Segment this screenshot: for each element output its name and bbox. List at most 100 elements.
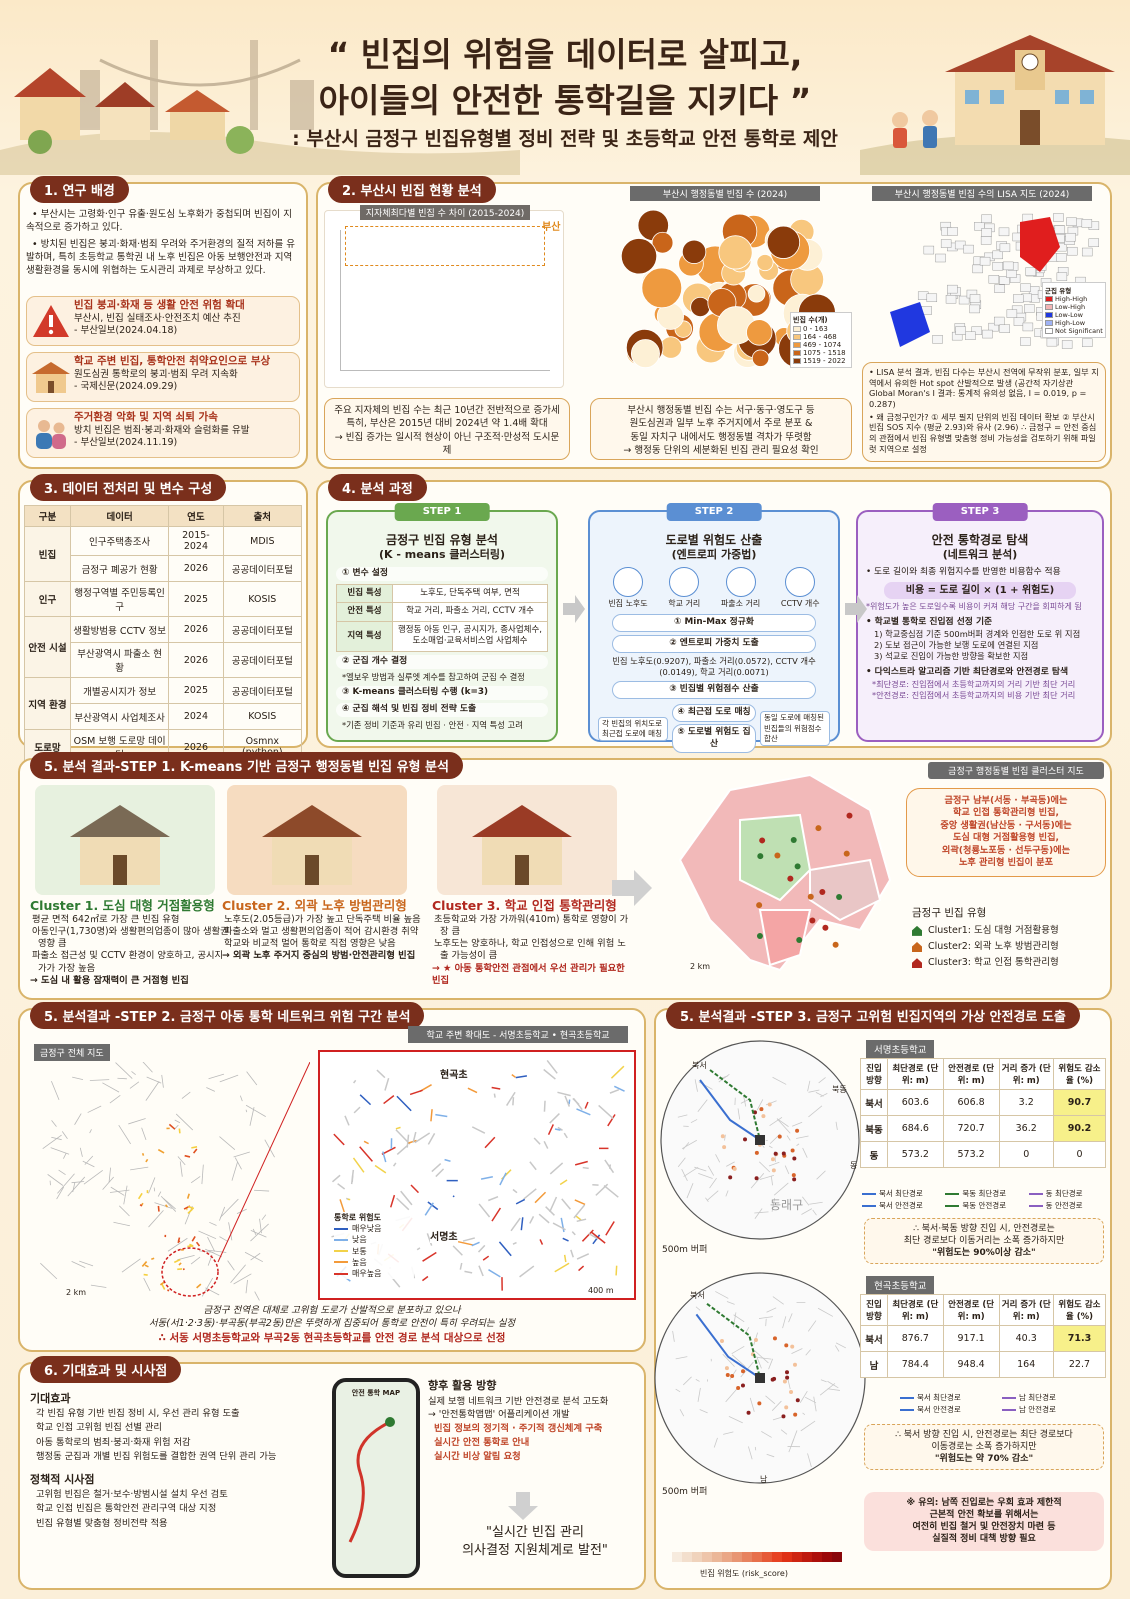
- road-segment: [396, 1197, 410, 1211]
- road: [675, 1388, 681, 1393]
- road: [724, 1134, 726, 1141]
- district-shape: [641, 267, 683, 309]
- colorbar-step: [722, 1552, 732, 1562]
- conclusion-line: ∴ 북서·북동 방향 진입 시, 안전경로는: [913, 1224, 1055, 1234]
- summary-line: 서동(서1·2·3동)·부곡동(부곡2동)만은 뚜렷하게 집중되어 통학로 안전…: [148, 1318, 516, 1330]
- road-segment: [488, 1196, 499, 1202]
- road: [677, 1157, 686, 1168]
- table-header-cell: 연도: [168, 505, 224, 527]
- road-segment: [598, 1104, 614, 1120]
- table-row: 북서 876.7 917.1 40.3 71.3: [860, 1325, 1107, 1352]
- road: [725, 1190, 729, 1197]
- result-table: 진입 방향 최단경로 (단위: m) 안전경로 (단위: m) 거리 증가 (단위: …: [860, 1294, 1107, 1378]
- legend-label: Low-High: [1055, 303, 1086, 311]
- risky-road: [141, 1152, 145, 1156]
- road-segment: [424, 1202, 434, 1216]
- district-cell: [1067, 246, 1078, 256]
- road: [802, 1147, 808, 1158]
- road: [697, 1099, 708, 1112]
- step-item: ③ 빈집별 위험점수 산출: [612, 680, 816, 699]
- legend-item: 낮음: [334, 1234, 414, 1245]
- road: [71, 1181, 85, 1184]
- icon-row: 빈집 노후도 학교 거리 파출소 거리 CCTV 개수: [598, 567, 830, 610]
- side-row: 각 빈집의 위치도로 최근접 도로에 매칭 ④ 최근접 도로 매칭 ⑤ 도로별 위험…: [598, 702, 830, 756]
- road-segment: [546, 1059, 558, 1074]
- cluster-text: Cluster 3. 학교 인접 통학관리형 초등학교와 가장 가까워(410m)…: [432, 898, 632, 987]
- road-segment: [511, 1074, 516, 1078]
- region-south: [758, 909, 812, 967]
- cluster-text: Cluster 2. 외곽 노후 방범관리형 노후도(2.05등급)가 가장 높고…: [222, 898, 422, 963]
- road-segment: [576, 1253, 590, 1260]
- road: [707, 1165, 715, 1176]
- vacant-house: [792, 1362, 797, 1367]
- subtitle: : 부산시 금정구 빈집유형별 정비 전략 및 초등학교 안전 통학로 제안: [292, 128, 838, 150]
- road: [672, 1330, 675, 1342]
- road: [227, 1260, 235, 1271]
- legend-label: Cluster1: 도심 대형 거점활용형: [928, 924, 1059, 936]
- road: [818, 1077, 826, 1084]
- road-segment: [444, 1158, 451, 1162]
- coldspot: [890, 302, 930, 347]
- chart-axis: [340, 370, 550, 371]
- conclusion-line: 의사결정 지원체계로 발전": [462, 1543, 608, 1559]
- vacant-house: [782, 1379, 787, 1384]
- risk-legend: 통학로 위험도 매우낮음 낮음 보통 높음 매우높음: [334, 1212, 414, 1280]
- legend-label: 0 - 163: [803, 325, 828, 333]
- table-row: 북동 684.6 720.7 36.2 90.2: [860, 1115, 1107, 1142]
- step-label: STEP 3: [932, 503, 1028, 521]
- road: [820, 1093, 828, 1098]
- road-segment: [462, 1237, 475, 1242]
- callout-line: 외곽(청룡노포동 · 선두구동)에는: [941, 844, 1071, 856]
- road: [245, 1104, 266, 1117]
- table-cell: 3.2: [998, 1089, 1054, 1116]
- road: [74, 1113, 82, 1125]
- cluster-bullet: 아동인구(1,730명)와 생활편의업종이 많아 생활권 영향 큼: [32, 926, 229, 950]
- road: [157, 1191, 162, 1197]
- school-name: 현곡초등학교: [866, 1276, 935, 1294]
- person-body: [52, 434, 66, 449]
- road: [731, 1354, 746, 1368]
- road: [820, 1379, 827, 1383]
- variable-row: 안전 특성 학교 거리, 파출소 거리, CCTV 개수: [336, 602, 548, 622]
- district-cell: [988, 322, 999, 332]
- road: [199, 1250, 214, 1253]
- effects: 기대효과 각 빈집 유형 기반 빈집 정비 시, 우선 관리 유형 도출 학교 인접…: [30, 1390, 330, 1531]
- variable-row: 지역 특성 행정동 아동 인구, 공시지가, 종사업체수, 도소매업·교육서비스업…: [336, 620, 548, 652]
- legend-title: 통학로 위험도: [334, 1213, 381, 1222]
- road: [816, 1170, 826, 1180]
- district-shape: [746, 319, 773, 346]
- road: [772, 1296, 784, 1305]
- district-shape: [756, 254, 774, 272]
- legend-swatch: [862, 1204, 876, 1207]
- scale-label: 400 m: [588, 1286, 614, 1295]
- district-cell: [965, 331, 976, 340]
- road-segment: [383, 1095, 395, 1105]
- colorbar-step: [822, 1552, 832, 1562]
- road: [51, 1120, 57, 1127]
- district-shape: [690, 296, 711, 318]
- table-cell: 917.1: [942, 1325, 1000, 1352]
- road-segment: [381, 1146, 396, 1156]
- table-cell: 북서: [860, 1089, 888, 1116]
- box-line: 주요 지자체의 빈집 수는 최근 10년간 전반적으로 증가세: [334, 405, 560, 416]
- vacant-house: [767, 1102, 772, 1107]
- cluster-bullet: 학교와 비교적 멀어 통학로 직접 영향은 낮음: [224, 938, 396, 950]
- risky-road: [161, 1283, 166, 1290]
- road: [63, 1153, 67, 1159]
- criterion: 1) 학교중심점 기준 500m버퍼 경계와 인접한 도로 위 지점: [874, 629, 1081, 640]
- road: [244, 1251, 264, 1263]
- district-cell: [1056, 272, 1068, 281]
- house-marker: [832, 941, 839, 948]
- legend-swatch: [1002, 1408, 1016, 1411]
- road-segment: [471, 1126, 486, 1134]
- news-icon: [36, 420, 66, 449]
- road: [40, 1262, 58, 1280]
- district-cell: [999, 243, 1011, 253]
- map-label: 북동: [832, 1085, 847, 1094]
- house-roof: [472, 805, 572, 837]
- road: [254, 1291, 260, 1301]
- table-cell: 공공데이터포털: [222, 677, 303, 704]
- district-cell: [1082, 338, 1093, 347]
- road: [231, 1161, 238, 1181]
- road: [219, 1074, 239, 1083]
